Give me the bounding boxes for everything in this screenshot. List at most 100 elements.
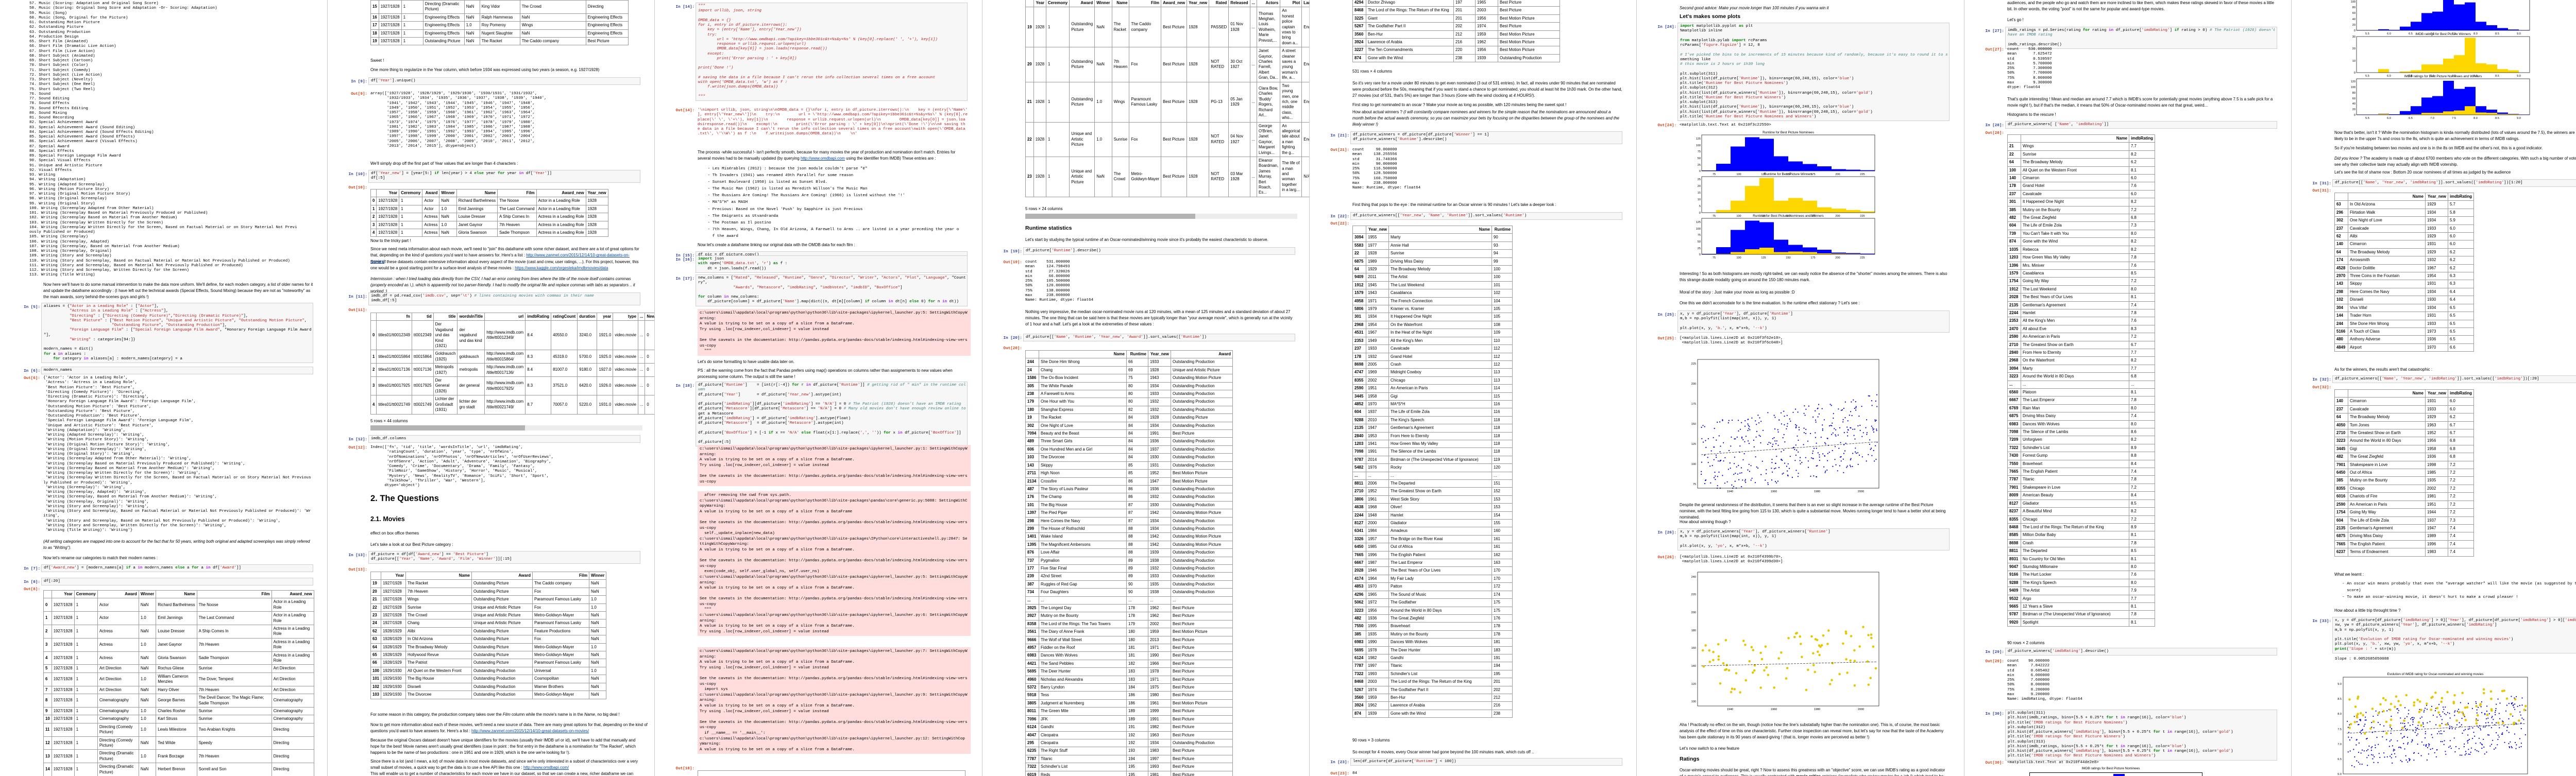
svg-text:50: 50 (1698, 157, 1701, 160)
svg-text:75: 75 (1693, 483, 1696, 486)
svg-text:IMDB ratings for Best Picture: IMDB ratings for Best Picture Nominees a… (2404, 75, 2482, 78)
svg-text:9.0: 9.0 (2517, 75, 2521, 78)
svg-text:60: 60 (2352, 97, 2355, 100)
svg-text:5.5: 5.5 (2365, 75, 2369, 78)
svg-text:75: 75 (1713, 256, 1716, 260)
svg-text:200: 200 (1835, 215, 1840, 218)
svg-text:0: 0 (1699, 212, 1701, 215)
svg-text:180: 180 (1691, 629, 1696, 632)
svg-text:7.0: 7.0 (2430, 32, 2434, 36)
svg-text:40: 40 (2352, 18, 2355, 21)
svg-text:10: 10 (1698, 198, 1701, 201)
svg-text:1980: 1980 (1814, 490, 1820, 493)
svg-text:6.5: 6.5 (2409, 75, 2413, 78)
svg-text:7.5: 7.5 (2452, 32, 2456, 36)
svg-text:20: 20 (1698, 185, 1701, 188)
svg-text:1980: 1980 (1814, 708, 1820, 711)
svg-text:60: 60 (2352, 12, 2355, 15)
svg-text:100: 100 (2351, 1, 2355, 4)
svg-text:20: 20 (2352, 108, 2355, 111)
svg-text:7.5: 7.5 (2337, 728, 2342, 731)
svg-text:150: 150 (1691, 423, 1696, 426)
svg-text:0: 0 (2354, 114, 2355, 117)
svg-text:175: 175 (1810, 256, 1815, 260)
svg-text:25: 25 (1698, 247, 1701, 250)
svg-text:75: 75 (1698, 234, 1701, 237)
svg-text:8.0: 8.0 (2337, 713, 2342, 716)
svg-text:175: 175 (1810, 215, 1815, 218)
svg-text:40: 40 (2352, 102, 2355, 106)
svg-text:0: 0 (1699, 253, 1701, 256)
svg-text:100: 100 (1736, 256, 1741, 260)
svg-text:2000: 2000 (1858, 490, 1864, 493)
svg-text:6.5: 6.5 (2409, 32, 2413, 36)
svg-text:225: 225 (1860, 256, 1865, 260)
svg-text:6.0: 6.0 (2337, 773, 2342, 776)
svg-text:0: 0 (2354, 72, 2355, 75)
svg-text:200: 200 (1835, 173, 1840, 176)
svg-text:Evolution of IMDB rating for O: Evolution of IMDB rating for Oscar-nomin… (2387, 672, 2484, 676)
svg-text:1960: 1960 (1771, 490, 1777, 493)
svg-text:100: 100 (1691, 700, 1696, 703)
svg-text:100: 100 (2351, 86, 2355, 89)
svg-text:200: 200 (1835, 256, 1840, 260)
svg-text:175: 175 (1691, 403, 1696, 406)
svg-text:10: 10 (2352, 60, 2355, 63)
svg-text:100: 100 (1736, 173, 1741, 176)
svg-text:120: 120 (1691, 683, 1696, 686)
svg-text:9.0: 9.0 (2337, 683, 2342, 686)
svg-text:7.0: 7.0 (2430, 75, 2434, 78)
svg-text:225: 225 (1691, 363, 1696, 366)
svg-text:225: 225 (1860, 173, 1865, 176)
svg-text:6.5: 6.5 (2409, 117, 2413, 120)
svg-text:8.5: 8.5 (2495, 32, 2499, 36)
svg-text:125: 125 (1761, 256, 1766, 260)
svg-text:160: 160 (1691, 647, 1696, 650)
svg-text:125: 125 (1696, 137, 1701, 141)
svg-text:125: 125 (1691, 443, 1696, 446)
svg-text:1940: 1940 (1727, 708, 1733, 711)
svg-text:7.5: 7.5 (2452, 75, 2456, 78)
svg-text:20: 20 (2352, 24, 2355, 27)
svg-text:75: 75 (1713, 173, 1716, 176)
svg-text:6.0: 6.0 (2387, 75, 2391, 78)
svg-text:125: 125 (1761, 215, 1766, 218)
svg-text:100: 100 (1696, 228, 1701, 231)
svg-text:200: 200 (1691, 611, 1696, 614)
svg-text:9.0: 9.0 (2517, 32, 2521, 36)
svg-text:220: 220 (1691, 593, 1696, 596)
svg-text:20: 20 (2352, 47, 2355, 50)
svg-text:75: 75 (1698, 150, 1701, 153)
svg-text:6.0: 6.0 (2387, 117, 2391, 120)
svg-text:7.0: 7.0 (2430, 117, 2434, 120)
svg-text:6.5: 6.5 (2337, 758, 2342, 761)
svg-text:0: 0 (2354, 29, 2355, 32)
svg-text:100: 100 (1691, 463, 1696, 466)
svg-text:2000: 2000 (1858, 708, 1864, 711)
svg-text:150: 150 (1786, 173, 1790, 176)
svg-text:125: 125 (1761, 173, 1766, 176)
svg-text:Runtime for Best Picture Winne: Runtime for Best Picture Winners (1764, 173, 1812, 176)
svg-text:225: 225 (1860, 215, 1865, 218)
svg-text:100: 100 (1696, 144, 1701, 147)
svg-text:80: 80 (2352, 92, 2355, 95)
svg-text:0: 0 (1699, 170, 1701, 173)
svg-text:8.5: 8.5 (2495, 117, 2499, 120)
svg-text:100: 100 (1736, 215, 1741, 218)
svg-text:1960: 1960 (1771, 708, 1777, 711)
svg-text:25: 25 (1698, 164, 1701, 167)
svg-text:Runtime for Best Picture Nomin: Runtime for Best Picture Nominees and Wi… (1753, 214, 1823, 218)
svg-text:150: 150 (1786, 256, 1790, 260)
svg-text:6.0: 6.0 (2387, 32, 2391, 36)
svg-text:30: 30 (2352, 36, 2355, 39)
svg-text:8.5: 8.5 (2495, 75, 2499, 78)
svg-text:IMDB ratings for Best Picture: IMDB ratings for Best Picture Winners (2415, 32, 2471, 36)
svg-text:200: 200 (1691, 383, 1696, 386)
svg-text:8.0: 8.0 (2473, 117, 2478, 120)
svg-text:25: 25 (1698, 178, 1701, 181)
svg-text:9.0: 9.0 (2517, 117, 2521, 120)
svg-text:7.0: 7.0 (2337, 743, 2342, 746)
svg-text:75: 75 (1713, 215, 1716, 218)
svg-text:140: 140 (1691, 665, 1696, 668)
svg-text:150: 150 (1786, 215, 1790, 218)
